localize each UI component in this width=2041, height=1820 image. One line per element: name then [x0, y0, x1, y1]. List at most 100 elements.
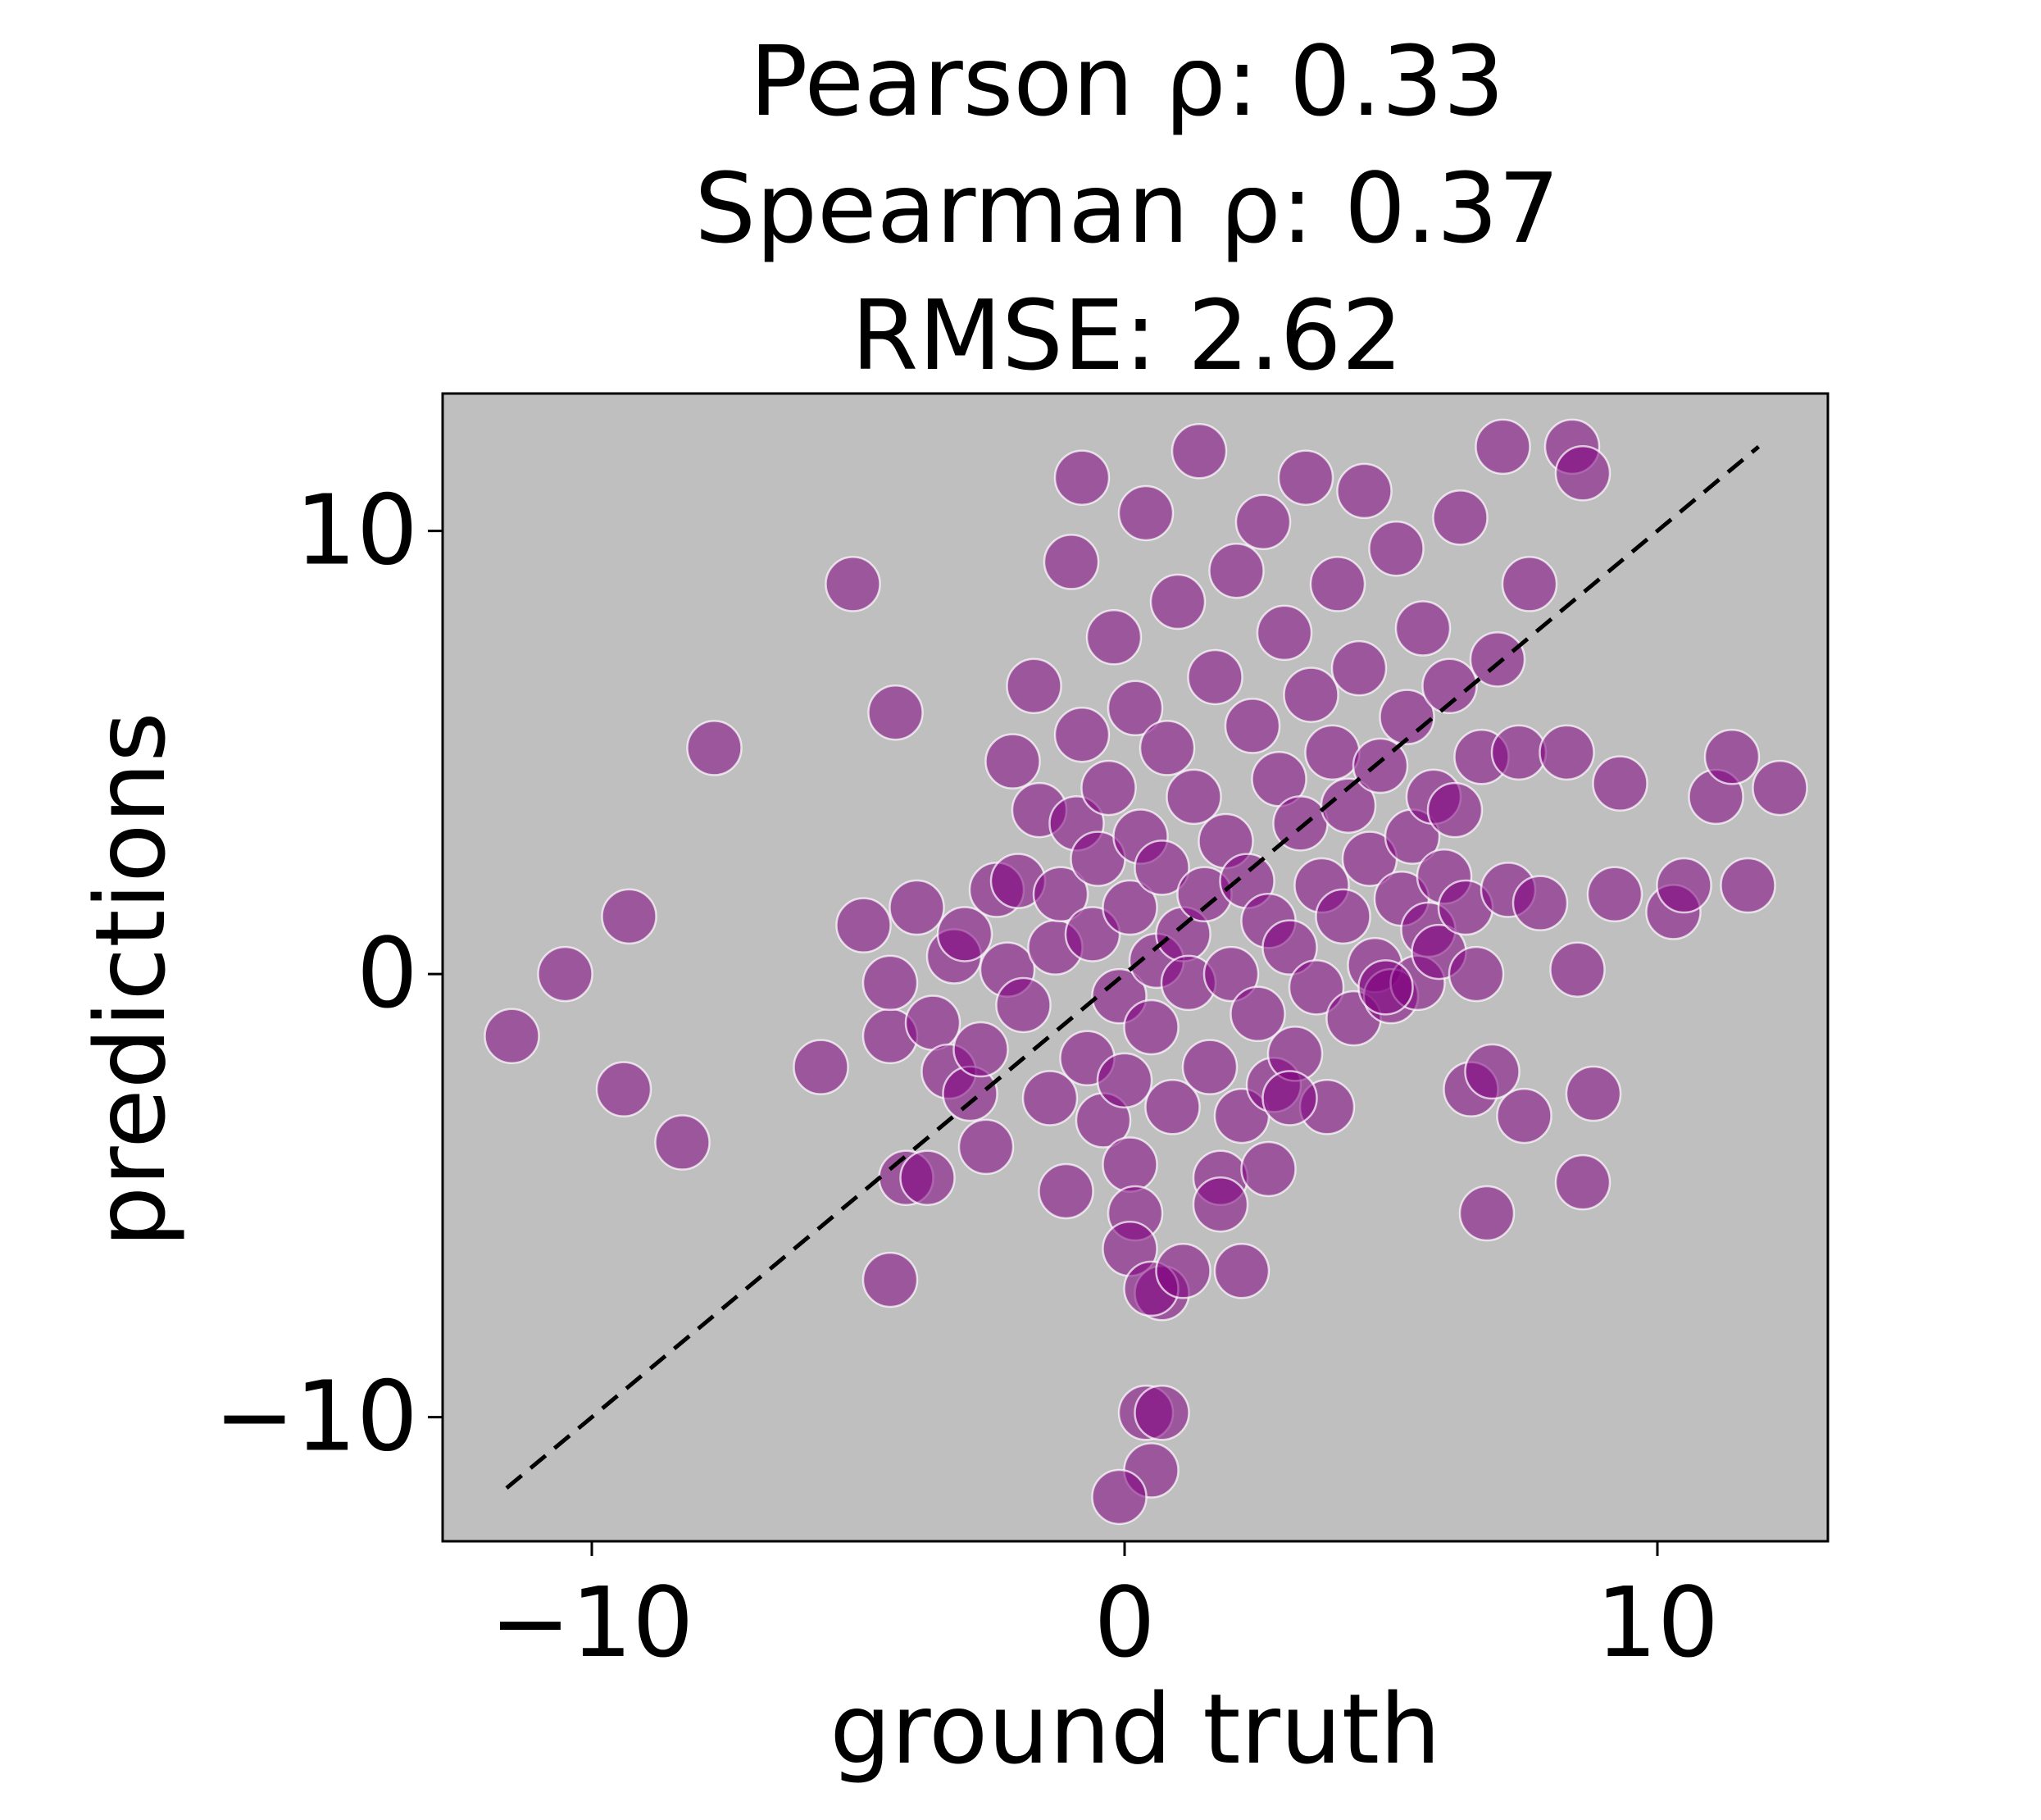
- data-point: [1288, 959, 1345, 1016]
- data-point: [1134, 1384, 1190, 1441]
- data-point: [1554, 1153, 1611, 1211]
- y-axis-label: predictions: [74, 712, 187, 1248]
- data-point: [835, 897, 892, 953]
- data-point: [1230, 985, 1286, 1043]
- x-tick-label: 0: [1093, 1566, 1155, 1679]
- data-point: [1464, 1043, 1521, 1100]
- data-point: [484, 1008, 540, 1065]
- title-line-2: Spearman ρ: 0.37: [694, 152, 1560, 265]
- data-point: [595, 1061, 652, 1117]
- data-point: [1123, 999, 1180, 1056]
- data-point: [1155, 1243, 1211, 1299]
- data-point: [1501, 556, 1558, 612]
- data-point: [1421, 657, 1478, 715]
- data-point: [1368, 520, 1425, 577]
- data-point: [1703, 728, 1761, 785]
- data-point: [1213, 1243, 1271, 1299]
- data-point: [1080, 759, 1137, 817]
- data-point: [1469, 631, 1526, 688]
- data-point: [1043, 534, 1100, 590]
- data-point: [793, 1039, 849, 1095]
- data-point: [1053, 449, 1111, 506]
- data-point: [1511, 875, 1569, 931]
- data-point: [952, 1021, 1009, 1078]
- data-point: [601, 888, 657, 945]
- data-point: [1565, 1065, 1622, 1122]
- data-point: [1277, 449, 1334, 506]
- data-point: [899, 1149, 956, 1207]
- data-point: [1752, 759, 1808, 817]
- data-point: [1139, 720, 1196, 776]
- data-point: [1102, 1136, 1158, 1193]
- data-point: [867, 684, 924, 741]
- data-point: [1330, 639, 1388, 697]
- x-axis-label: ground truth: [830, 1672, 1441, 1786]
- data-point: [1032, 866, 1089, 923]
- data-point: [984, 733, 1041, 789]
- data-point: [861, 954, 919, 1012]
- plot-frame: [441, 392, 1830, 1543]
- data-point: [1357, 959, 1414, 1016]
- data-point: [1496, 1087, 1552, 1144]
- data-point: [1448, 945, 1505, 1003]
- data-point: [1166, 768, 1222, 826]
- data-point: [1394, 600, 1452, 657]
- data-point: [889, 879, 945, 936]
- data-point: [1149, 573, 1207, 630]
- data-point: [686, 720, 743, 776]
- x-tick-label: 10: [1596, 1566, 1719, 1679]
- data-point: [1458, 1185, 1516, 1242]
- data-point: [1426, 781, 1484, 839]
- data-point: [1549, 941, 1606, 998]
- data-point: [1134, 839, 1190, 896]
- data-point: [995, 976, 1052, 1034]
- data-point: [1192, 1176, 1249, 1233]
- data-point: [1117, 485, 1175, 542]
- title-line-3: RMSE: 2.62: [851, 279, 1402, 392]
- y-tick-label: 0: [357, 917, 418, 1030]
- data-point: [936, 906, 993, 962]
- data-point: [1656, 857, 1712, 914]
- data-point: [1309, 556, 1366, 612]
- data-point: [1053, 706, 1111, 763]
- data-point: [1720, 857, 1776, 914]
- data-point: [1261, 1070, 1318, 1126]
- data-point: [1336, 462, 1393, 520]
- data-point: [1208, 542, 1265, 599]
- data-point: [1554, 445, 1611, 502]
- chart-title: Pearson ρ: 0.33 Spearman ρ: 0.37 RMSE: 2…: [694, 25, 1560, 392]
- data-point: [1234, 494, 1292, 551]
- data-points: [484, 418, 1808, 1526]
- data-point: [1283, 667, 1339, 723]
- data-point: [861, 1251, 919, 1308]
- data-point: [1144, 1079, 1201, 1135]
- y-axis-ticks: −10 0 10: [214, 474, 443, 1473]
- y-tick-label: −10: [214, 1360, 418, 1473]
- data-point: [1592, 755, 1648, 812]
- data-point: [1091, 1468, 1148, 1526]
- x-tick-label: −10: [489, 1566, 693, 1679]
- data-point: [537, 945, 593, 1003]
- data-point: [1006, 657, 1062, 715]
- data-point: [1304, 724, 1361, 781]
- data-point: [1171, 423, 1228, 480]
- data-point: [1490, 724, 1548, 781]
- data-point: [1586, 866, 1643, 923]
- data-point: [1315, 888, 1371, 945]
- data-point: [1096, 1052, 1153, 1109]
- identity-reference-line: [505, 444, 1761, 1490]
- data-point: [957, 1118, 1015, 1176]
- data-point: [904, 994, 961, 1051]
- data-point: [1085, 609, 1143, 666]
- data-point: [1181, 1039, 1239, 1095]
- data-point: [1256, 604, 1313, 662]
- data-point: [1202, 945, 1260, 1003]
- data-point: [1240, 1140, 1297, 1198]
- data-point: [1261, 919, 1318, 976]
- data-point: [1021, 1070, 1079, 1126]
- data-point: [1107, 680, 1164, 737]
- data-point: [825, 556, 881, 612]
- y-tick-label: 10: [295, 474, 418, 587]
- x-axis-ticks: −10 0 10: [489, 1541, 1719, 1679]
